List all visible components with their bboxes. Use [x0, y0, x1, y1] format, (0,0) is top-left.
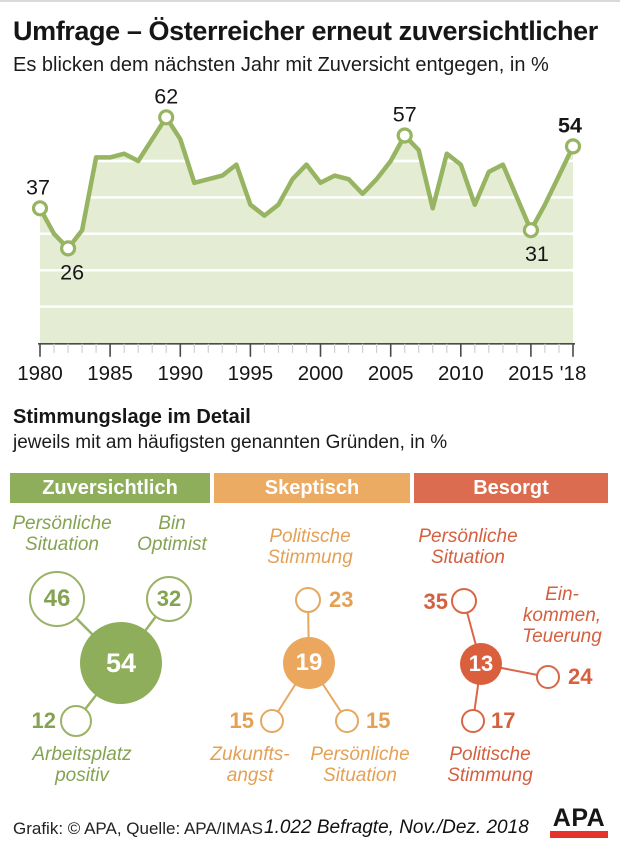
svg-text:31: 31: [525, 242, 549, 266]
detail-heading: Stimmungslage im Detail: [13, 406, 251, 428]
reason-label-persoenliche-situation-green: Persönliche Situation: [12, 513, 112, 555]
page-title: Umfrage – Österreicher erneut zuversicht…: [13, 16, 598, 46]
reason-bubble-12: [60, 705, 92, 737]
reason-bubble-15-right: [335, 709, 359, 733]
svg-text:26: 26: [60, 260, 84, 284]
reason-bubble-23: [295, 587, 321, 613]
reason-value-15-right: 15: [366, 708, 391, 733]
svg-text:37: 37: [26, 175, 50, 199]
main-bubble-besorgt: 13: [460, 643, 502, 685]
svg-text:2015: 2015: [508, 362, 554, 385]
reason-bubble-17: [461, 709, 485, 733]
reason-bubble-46: 46: [29, 571, 85, 627]
svg-text:57: 57: [393, 103, 417, 127]
svg-text:1980: 1980: [17, 362, 63, 385]
svg-text:2010: 2010: [438, 362, 484, 385]
reason-label-persoenliche-situation-orange: Persönliche Situation: [310, 744, 410, 786]
reason-value-35: 35: [423, 589, 448, 614]
reason-label-arbeitsplatz-positiv: Arbeitsplatz positiv: [32, 744, 132, 786]
svg-text:62: 62: [154, 84, 178, 108]
reason-value-15-left: 15: [229, 708, 254, 733]
category-header-besorgt: Besorgt: [414, 473, 608, 503]
svg-text:1985: 1985: [87, 362, 133, 385]
confidence-trend-chart: 1980 1985 1990 1995 2000 2005 2010 2015 '18 37 26 6…: [17, 84, 587, 385]
reason-label-persoenliche-situation-red: Persönliche Situation: [418, 526, 518, 568]
page-subtitle: Es blicken dem nächsten Jahr mit Zuversi…: [13, 54, 549, 76]
reason-value-17: 17: [491, 708, 516, 733]
svg-text:1995: 1995: [228, 362, 274, 385]
reason-label-politische-stimmung-orange: Politische Stimmung: [267, 526, 353, 568]
reason-label-politische-stimmung-red: Politische Stimmung: [447, 744, 533, 786]
reason-label-einkommen-teuerung: Ein- kommen, Teuerung: [522, 584, 602, 647]
reason-label-zukunftsangst: Zukunfts- angst: [210, 744, 290, 786]
main-bubble-skeptisch: 19: [283, 637, 335, 689]
category-header-zuversichtlich: Zuversichtlich: [10, 473, 210, 503]
apa-logo-red-bar: [550, 831, 608, 838]
svg-text:1990: 1990: [157, 362, 203, 385]
reason-label-bin-optimist: Bin Optimist: [137, 513, 207, 555]
reason-value-12: 12: [31, 708, 56, 733]
category-header-skeptisch: Skeptisch: [214, 473, 410, 503]
reason-bubble-32: 32: [146, 576, 192, 622]
main-bubble-zuversichtlich: 54: [80, 622, 162, 704]
sample-info-text: 1.022 Befragte, Nov./Dez. 2018: [264, 817, 529, 838]
reason-bubble-24: [536, 665, 560, 689]
detail-subheading: jeweils mit am häufigsten genannten Grün…: [13, 432, 448, 453]
svg-text:2005: 2005: [368, 362, 414, 385]
credit-text: Grafik: © APA, Quelle: APA/IMAS: [13, 819, 263, 838]
svg-text:54: 54: [558, 113, 582, 137]
svg-text:'18: '18: [560, 362, 587, 385]
reason-bubble-35: [451, 588, 477, 614]
apa-logo: APA: [549, 806, 609, 838]
apa-logo-text: APA: [552, 804, 606, 832]
reason-value-23: 23: [329, 587, 354, 612]
reason-bubble-15-left: [260, 709, 284, 733]
reason-value-24: 24: [568, 664, 593, 689]
svg-text:2000: 2000: [298, 362, 344, 385]
